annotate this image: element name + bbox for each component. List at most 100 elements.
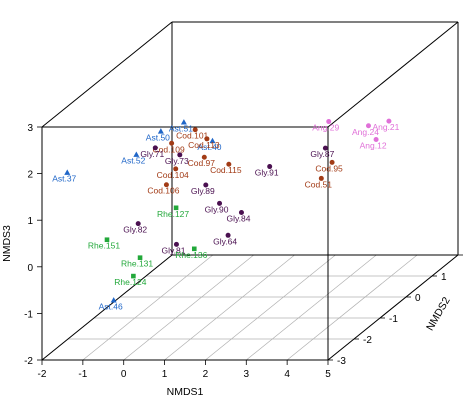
box-edge xyxy=(327,254,459,361)
dot-marker xyxy=(225,232,231,238)
dot-marker xyxy=(201,154,207,160)
point-ang-24: Ang.24 xyxy=(352,123,379,137)
dot-marker xyxy=(173,166,179,172)
dot-marker xyxy=(169,140,175,146)
square-marker xyxy=(191,246,197,252)
dot-marker xyxy=(386,118,392,124)
point-rhe-136: Rhe.136 xyxy=(175,246,208,260)
z-tick-label: 1 xyxy=(27,216,33,227)
dot-marker xyxy=(373,137,379,143)
point-cod-109: Cod.109 xyxy=(153,140,185,154)
z-tick-label: 0 xyxy=(27,263,33,274)
point-cod-51: Cod.51 xyxy=(305,175,333,189)
point-rhe-151: Rhe.151 xyxy=(88,237,120,251)
dot-marker xyxy=(192,127,198,133)
point-ast-51: Ast.51 xyxy=(169,119,193,133)
dot-marker xyxy=(177,152,183,158)
grid-line-x xyxy=(82,254,214,361)
point-label: Cod.113 xyxy=(188,140,220,150)
box-edge xyxy=(327,21,459,128)
triangle-marker xyxy=(110,297,117,303)
point-gly-64: Gly.64 xyxy=(213,232,237,246)
box-edge xyxy=(41,254,173,361)
y-tick-label: 0 xyxy=(415,293,421,304)
point-ang-21: Ang.21 xyxy=(372,118,400,132)
grid-line-x xyxy=(246,254,377,361)
point-label: Gly.84 xyxy=(226,213,250,223)
point-label: Cod.51 xyxy=(305,179,333,189)
point-label: Ast.40 xyxy=(197,142,221,152)
point-label: Cod.106 xyxy=(147,186,179,196)
x-tick-label: 0 xyxy=(121,369,127,380)
point-gly-87: Gly.87 xyxy=(310,145,335,159)
z-tick-label: 3 xyxy=(27,123,33,134)
dot-marker xyxy=(152,145,158,151)
point-label: Rhe.151 xyxy=(88,241,120,251)
point-label: Gly.81 xyxy=(161,245,185,255)
point-label: Gly.89 xyxy=(191,186,215,196)
grid-line-x xyxy=(123,254,254,361)
x-tick-label: 4 xyxy=(284,369,290,380)
point-label: Cod.109 xyxy=(153,144,185,154)
triangle-marker xyxy=(180,119,187,125)
point-label: Ang.21 xyxy=(372,122,399,132)
dot-marker xyxy=(365,123,371,129)
point-cod-113: Cod.113 xyxy=(188,136,220,150)
dot-marker xyxy=(267,164,273,170)
point-rhe-124: Rhe.124 xyxy=(114,273,147,287)
point-label: Ang.29 xyxy=(312,123,339,133)
x-axis-title: NMDS1 xyxy=(167,386,204,398)
point-gly-81: Gly.81 xyxy=(161,241,186,255)
point-label: Rhe.131 xyxy=(121,259,153,269)
dot-marker xyxy=(318,175,324,181)
box-edge xyxy=(41,21,173,128)
x-tick-label: -1 xyxy=(78,369,87,380)
z-axis-title: NMDS3 xyxy=(1,225,13,262)
point-label: Rhe.127 xyxy=(157,209,189,219)
point-ast-40: Ast.40 xyxy=(197,137,222,152)
point-label: Gly.73 xyxy=(165,156,189,166)
dot-marker xyxy=(326,119,332,125)
axis-ticks: -2 -1 0 1 2 3 4 5 -2 -1 0 1 2 3 -3 -2 -1 0 1 xyxy=(24,123,463,380)
point-label: Ast.37 xyxy=(52,174,76,184)
point-label: Ang.24 xyxy=(352,127,379,137)
point-cod-97: Cod.97 xyxy=(188,154,215,168)
point-label: Ast.52 xyxy=(121,156,145,166)
point-label: Gly.91 xyxy=(255,168,279,178)
point-cod-101: Cod.101 xyxy=(176,127,209,141)
point-gly-90: Gly.90 xyxy=(205,200,229,214)
point-gly-82: Gly.82 xyxy=(123,221,147,235)
dot-marker xyxy=(329,159,335,165)
point-rhe-131: Rhe.131 xyxy=(121,255,153,269)
point-gly-73: Gly.73 xyxy=(165,152,189,166)
point-ang-29: Ang.29 xyxy=(312,119,339,133)
point-ast-52: Ast.52 xyxy=(121,151,146,166)
grid-line-x xyxy=(205,254,336,361)
point-label: Gly.90 xyxy=(205,204,229,214)
point-label: Rhe.124 xyxy=(114,277,146,287)
point-ast-37: Ast.37 xyxy=(52,169,77,184)
triangle-marker xyxy=(64,169,71,175)
y-tick-label: -3 xyxy=(337,356,346,367)
point-label: Ast.46 xyxy=(99,301,123,311)
dot-marker xyxy=(135,221,141,227)
dot-marker xyxy=(203,182,209,188)
x-tick-label: 1 xyxy=(162,369,168,380)
triangle-marker xyxy=(209,137,216,144)
point-cod-115: Cod.115 xyxy=(210,161,242,175)
point-label: Gly.64 xyxy=(213,236,237,246)
y-tick-label: -1 xyxy=(389,314,398,325)
y-tick-label: 1 xyxy=(441,272,447,283)
x-tick-label: 2 xyxy=(203,369,209,380)
point-label: Gly.71 xyxy=(140,149,164,159)
triangle-marker xyxy=(157,128,164,134)
square-marker xyxy=(173,205,179,211)
x-tick-label: 5 xyxy=(325,369,331,380)
square-marker xyxy=(137,255,143,260)
dot-marker xyxy=(226,161,232,167)
dot-marker xyxy=(217,200,223,206)
point-label: Cod.115 xyxy=(210,165,242,175)
point-ast-46: Ast.46 xyxy=(99,297,123,311)
point-cod-106: Cod.106 xyxy=(147,182,180,196)
